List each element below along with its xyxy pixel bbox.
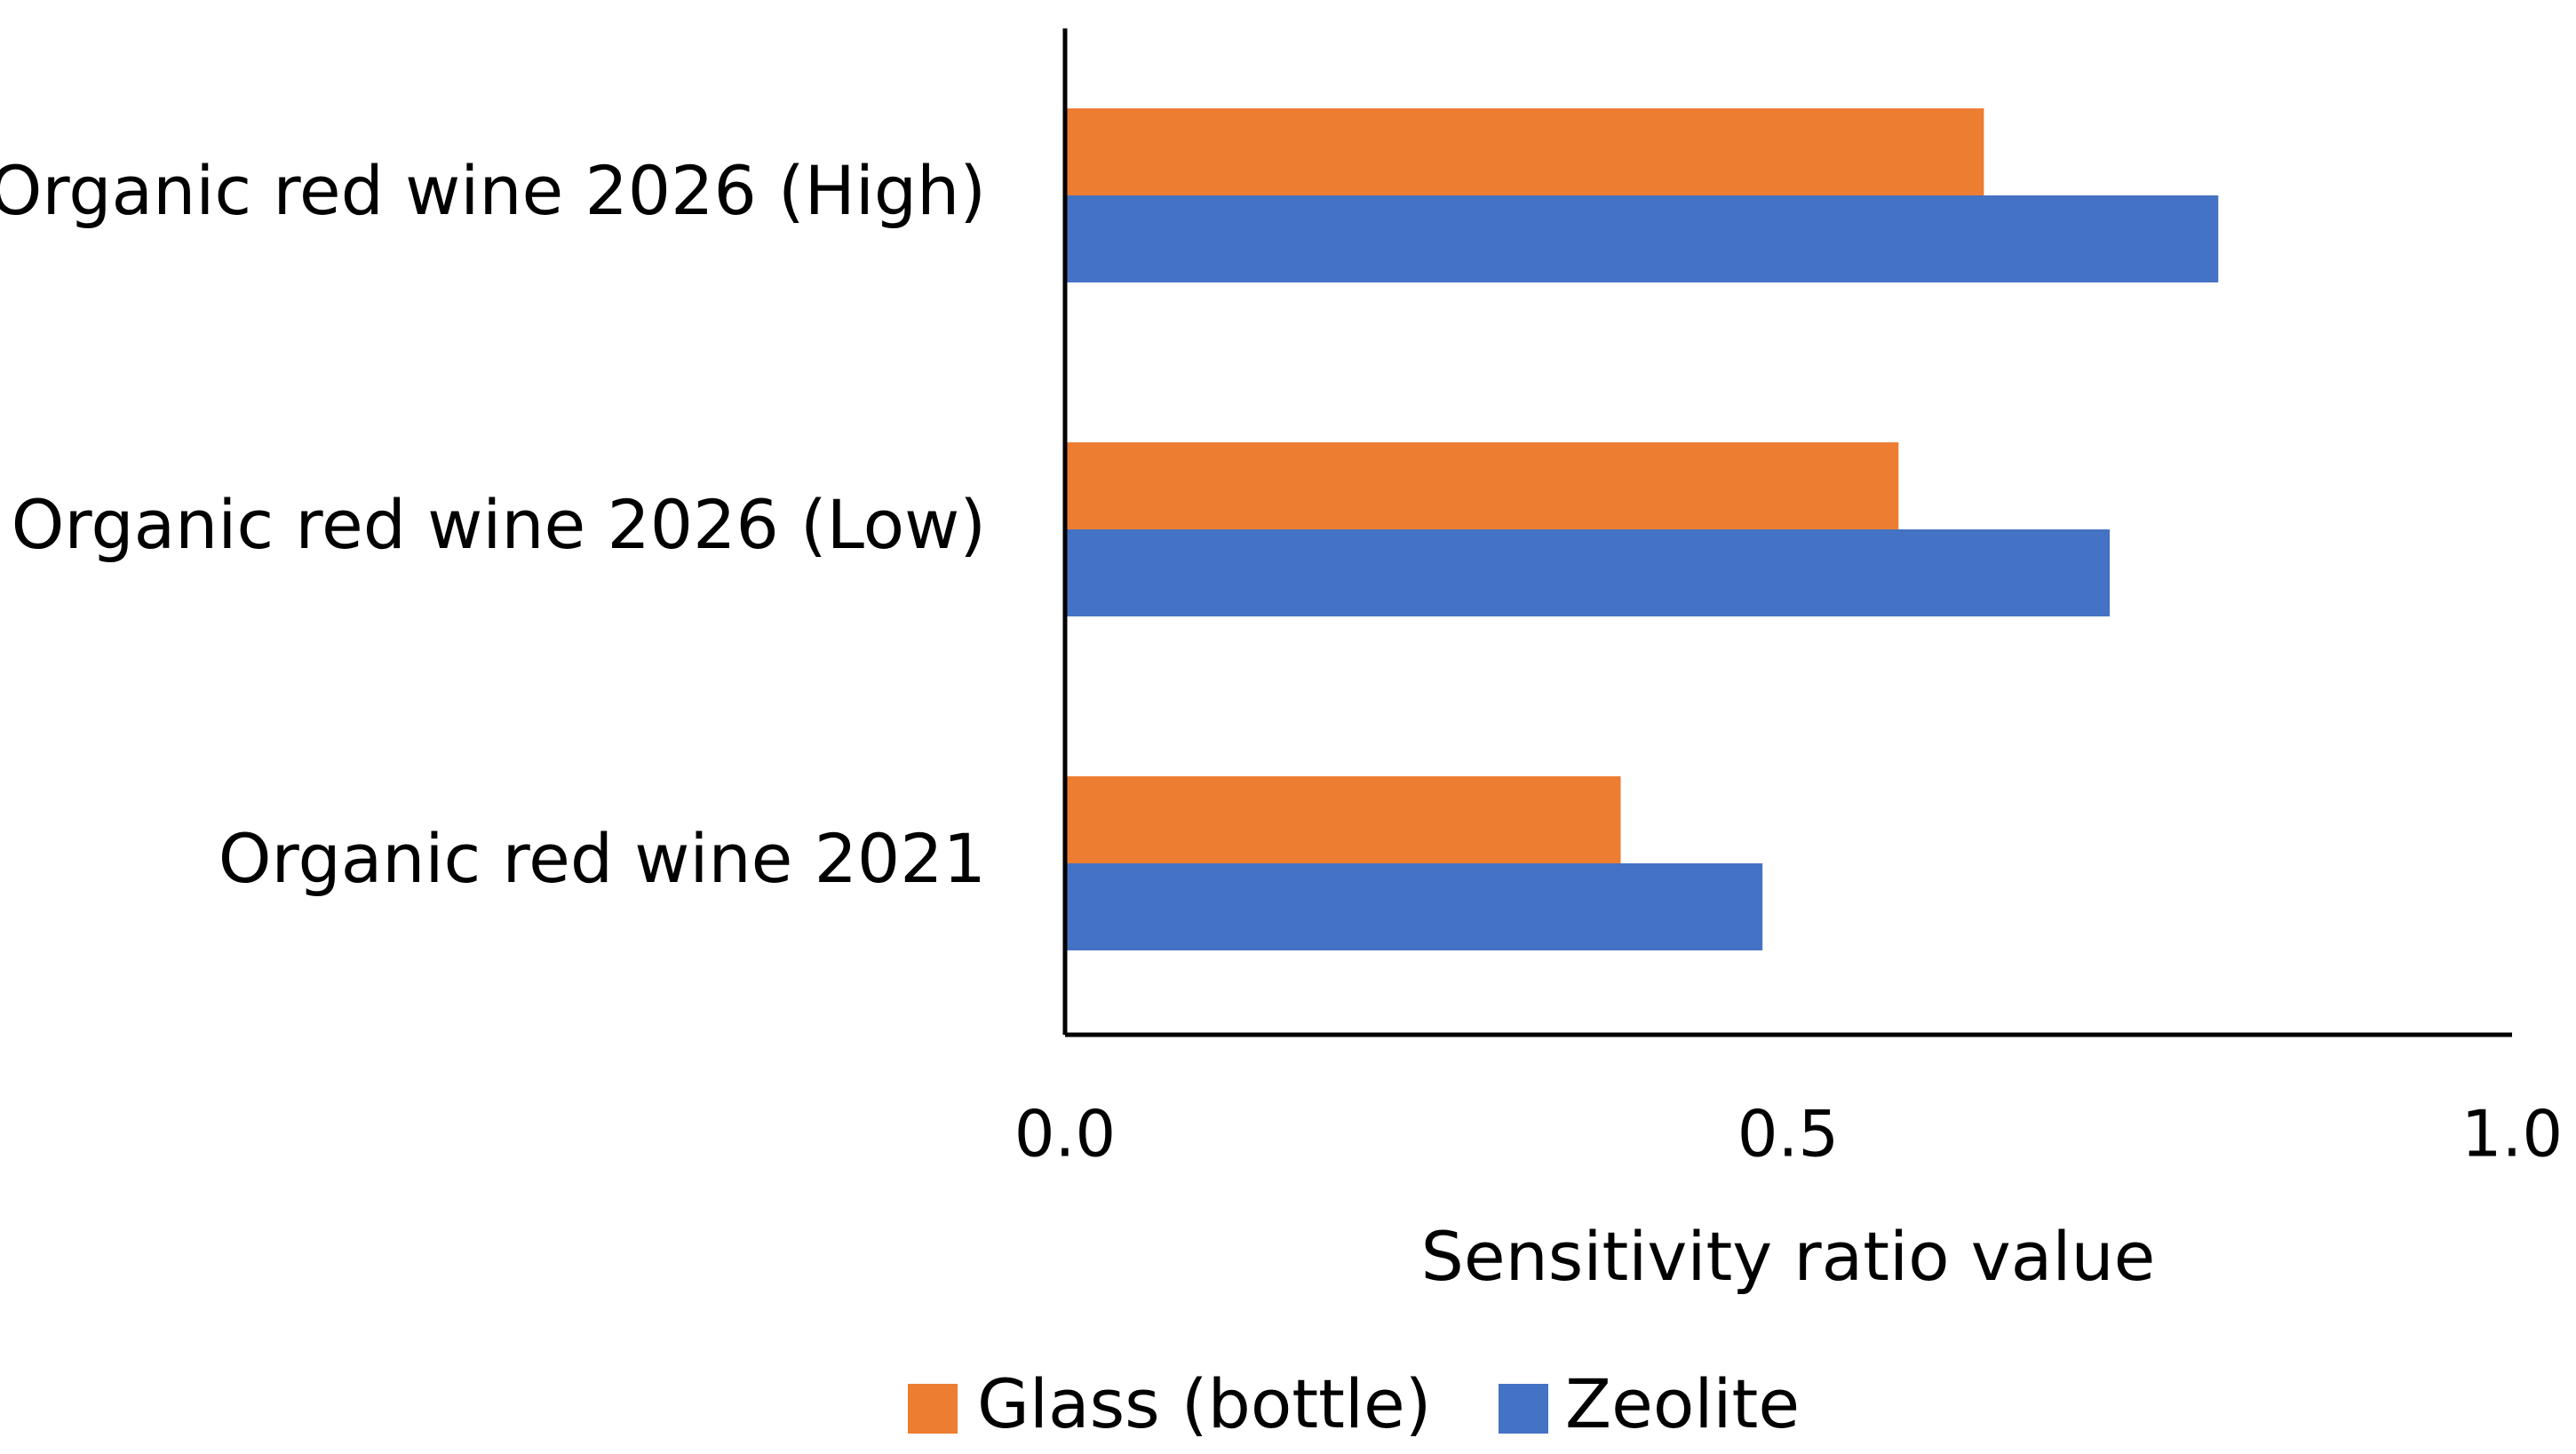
category-label-2021: Organic red wine 2021: [219, 819, 986, 898]
legend-swatch-zeolite: [1499, 1384, 1548, 1434]
bar-glass-low: [1065, 442, 1899, 529]
legend: Glass (bottle) Zeolite: [908, 1364, 1800, 1443]
bar-zeolite-low: [1065, 529, 2111, 616]
legend-label-zeolite: Zeolite: [1565, 1364, 1800, 1443]
x-tick-labels: 0.0 0.5 1.0: [1014, 1097, 2564, 1172]
bar-glass-2021: [1065, 776, 1621, 863]
category-label-low: Organic red wine 2026 (Low): [12, 485, 986, 564]
x-axis-title: Sensitivity ratio value: [1421, 1217, 2156, 1296]
x-tick-label-1: 0.5: [1737, 1097, 1840, 1172]
bar-glass-high: [1065, 108, 1984, 195]
category-labels: Organic red wine 2026 (High) Organic red…: [0, 151, 986, 898]
x-tick-label-2: 1.0: [2461, 1097, 2564, 1172]
bar-zeolite-high: [1065, 195, 2219, 282]
x-tick-label-0: 0.0: [1014, 1097, 1117, 1172]
legend-swatch-glass: [908, 1384, 958, 1434]
bars-layer: [1065, 108, 2219, 950]
legend-label-glass: Glass (bottle): [977, 1364, 1431, 1443]
category-label-high: Organic red wine 2026 (High): [0, 151, 986, 230]
bar-zeolite-2021: [1065, 863, 1763, 950]
